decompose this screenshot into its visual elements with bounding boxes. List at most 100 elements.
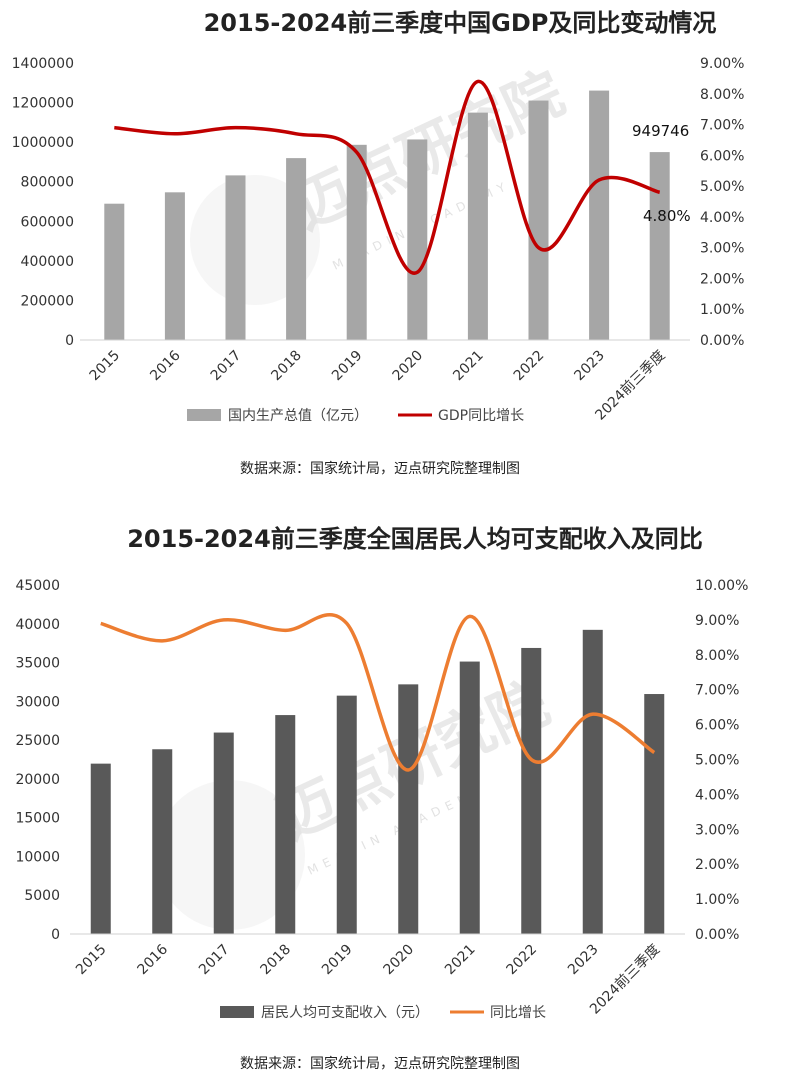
- bar: [213, 732, 234, 934]
- x-axis-tick-label: 2016: [147, 347, 184, 384]
- chart-title: 2015-2024前三季度全国居民人均可支配收入及同比: [127, 525, 703, 553]
- income-growth-line: [100, 613, 656, 772]
- right-axis-tick-label: 1.00%: [695, 892, 739, 908]
- bar: [407, 139, 428, 340]
- x-axis-tick-label: 2018: [258, 942, 295, 979]
- right-axis-ticks: 0.00% 1.00% 2.00% 3.00% 4.00% 5.00% 6.00% 7.00%…: [700, 56, 744, 349]
- left-axis-tick-label: 25000: [15, 733, 60, 749]
- x-axis-tick-label: 2017: [196, 942, 233, 979]
- left-axis-tick-label: 35000: [15, 656, 60, 672]
- left-axis-tick-label: 0: [51, 927, 60, 943]
- right-axis-tick-label: 5.00%: [695, 753, 739, 769]
- bar-data-label: 949746: [632, 122, 689, 140]
- bar: [152, 749, 173, 934]
- left-axis-tick-label: 20000: [15, 772, 60, 788]
- bar: [459, 661, 480, 934]
- right-axis-ticks: 0.00% 1.00% 2.00% 3.00% 4.00% 5.00% 6.00% 7.00%…: [695, 578, 748, 943]
- right-axis-tick-label: 7.00%: [695, 683, 739, 699]
- bar: [164, 192, 185, 340]
- right-axis-tick-label: 10.00%: [695, 578, 748, 594]
- x-axis-tick-label: 2021: [450, 348, 487, 385]
- right-axis-tick-label: 4.00%: [700, 210, 744, 226]
- left-axis-tick-label: 400000: [21, 254, 74, 270]
- right-axis-tick-label: 6.00%: [700, 148, 744, 164]
- right-axis-tick-label: 4.00%: [695, 787, 739, 803]
- left-axis-tick-label: 600000: [21, 214, 74, 230]
- bar: [521, 647, 542, 934]
- right-axis-tick-label: 2.00%: [695, 857, 739, 873]
- left-axis-tick-label: 800000: [21, 175, 74, 191]
- income-chart: 2015-2024前三季度全国居民人均可支配收入及同比 迈点研究院 MEADIN…: [15, 525, 748, 1072]
- x-axis-tick-label: 2023: [565, 942, 602, 979]
- left-axis-tick-label: 1000000: [12, 135, 74, 151]
- legend-bar-label: 居民人均可支配收入（元）: [261, 1005, 429, 1021]
- left-axis-ticks: 0 200000 400000 600000 800000 1000000 1200000 1…: [12, 56, 74, 349]
- x-axis-tick-label: 2021: [442, 942, 479, 979]
- left-axis-tick-label: 15000: [15, 811, 60, 827]
- left-axis-tick-label: 1400000: [12, 56, 74, 72]
- chart-title: 2015-2024前三季度中国GDP及同比变动情况: [204, 9, 717, 37]
- x-axis-tick-label: 2015: [87, 348, 124, 385]
- left-axis-tick-label: 40000: [15, 617, 60, 633]
- right-axis-tick-label: 6.00%: [695, 718, 739, 734]
- left-axis-tick-label: 5000: [24, 888, 60, 904]
- bar: [275, 715, 296, 934]
- bar: [398, 684, 419, 934]
- legend-bar-swatch: [187, 409, 221, 421]
- bar: [582, 629, 603, 934]
- legend: 国内生产总值（亿元） GDP同比增长: [187, 408, 524, 424]
- x-axis-tick-label: 2015: [73, 942, 110, 979]
- bar: [286, 158, 307, 340]
- bar: [336, 695, 357, 934]
- legend: 居民人均可支配收入（元） 同比增长: [220, 1005, 546, 1021]
- bar: [225, 175, 246, 340]
- right-axis-tick-label: 2.00%: [700, 271, 744, 287]
- bar-series: [90, 629, 665, 934]
- right-axis-tick-label: 3.00%: [700, 241, 744, 257]
- right-axis-tick-label: 3.00%: [695, 822, 739, 838]
- left-axis-tick-label: 200000: [21, 293, 74, 309]
- x-axis-tick-label: 2018: [268, 348, 305, 385]
- left-axis-tick-label: 10000: [15, 849, 60, 865]
- gdp-growth-line: [114, 79, 661, 275]
- bar: [346, 144, 367, 340]
- right-axis-tick-label: 0.00%: [695, 927, 739, 943]
- left-axis-tick-label: 30000: [15, 694, 60, 710]
- right-axis-tick-label: 7.00%: [700, 118, 744, 134]
- right-axis-tick-label: 8.00%: [695, 648, 739, 664]
- left-axis-tick-label: 1200000: [12, 96, 74, 112]
- right-axis-tick-label: 5.00%: [700, 179, 744, 195]
- left-axis-tick-label: 45000: [15, 578, 60, 594]
- x-axis-tick-label: 2019: [329, 348, 366, 385]
- bar: [104, 203, 125, 340]
- bar: [649, 152, 670, 340]
- line-data-label: 4.80%: [643, 207, 691, 225]
- legend-bar-label: 国内生产总值（亿元）: [228, 408, 368, 424]
- legend-bar-swatch: [220, 1006, 254, 1018]
- legend-line-label: 同比增长: [490, 1005, 546, 1021]
- left-axis-ticks: 0 5000 10000 15000 20000 25000 30000 35000 40000…: [15, 578, 60, 943]
- x-axis-tick-label: 2017: [208, 348, 245, 385]
- bar: [589, 90, 610, 341]
- left-axis-tick-label: 0: [65, 333, 74, 349]
- bar: [467, 112, 488, 340]
- right-axis-tick-label: 0.00%: [700, 333, 744, 349]
- x-axis-tick-label: 2020: [390, 348, 427, 385]
- gdp-chart: 2015-2024前三季度中国GDP及同比变动情况 迈点研究院 MEADIN A…: [12, 9, 745, 477]
- bar: [90, 763, 111, 934]
- x-axis-tick-label: 2020: [381, 942, 418, 979]
- bar: [528, 100, 549, 340]
- right-axis-tick-label: 1.00%: [700, 302, 744, 318]
- source-note: 数据来源：国家统计局，迈点研究院整理制图: [240, 1055, 520, 1072]
- right-axis-tick-label: 8.00%: [700, 87, 744, 103]
- x-axis-tick-label: 2016: [135, 941, 172, 978]
- bar-series: [104, 90, 670, 341]
- x-axis-tick-label: 2019: [319, 942, 356, 979]
- x-axis-ticks: 2015 2016 2017 2018 2019 2020 2021 2022 20232024…: [87, 347, 669, 424]
- source-note: 数据来源：国家统计局，迈点研究院整理制图: [240, 460, 520, 477]
- right-axis-tick-label: 9.00%: [700, 56, 744, 72]
- right-axis-tick-label: 9.00%: [695, 613, 739, 629]
- x-axis-tick-label: 2022: [511, 348, 548, 385]
- legend-line-label: GDP同比增长: [438, 408, 524, 424]
- x-axis-tick-label: 2023: [571, 348, 608, 385]
